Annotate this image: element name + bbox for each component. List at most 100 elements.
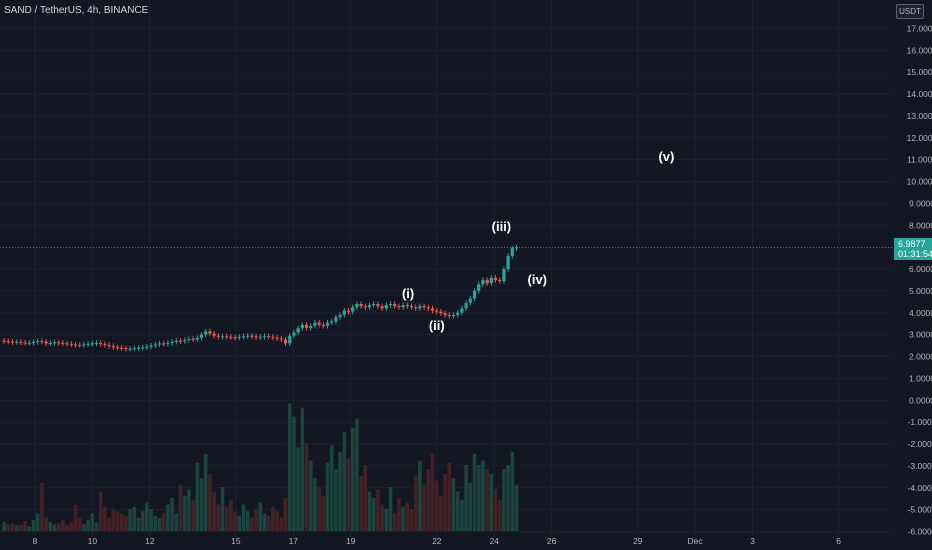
volume-bar: [511, 452, 515, 531]
volume-bar: [515, 485, 519, 531]
candle-body: [330, 322, 333, 323]
candle-body: [74, 344, 77, 345]
volume-bar: [149, 509, 153, 531]
volume-bar: [469, 483, 473, 531]
volume-bar: [494, 489, 498, 531]
volume-bar: [322, 496, 326, 531]
volume-bar: [57, 523, 61, 531]
candle-body: [196, 338, 199, 340]
volume-bar: [435, 480, 439, 531]
candle-body: [24, 343, 27, 344]
volume-bar: [380, 505, 384, 531]
candle-body: [490, 278, 493, 283]
candle-body: [313, 323, 316, 326]
candle-body: [124, 348, 127, 349]
volume-bar: [284, 498, 288, 531]
candle-body: [120, 348, 123, 349]
candle-body: [259, 337, 262, 338]
candle-body: [280, 339, 283, 340]
candle-body: [158, 343, 161, 344]
candle-body: [498, 280, 501, 281]
volume-bar: [103, 507, 107, 531]
candle-body: [28, 343, 31, 344]
volume-bar: [233, 511, 237, 531]
volume-bar: [481, 461, 485, 531]
volume-bar: [225, 507, 229, 531]
volume-bar: [212, 491, 216, 531]
candle-body: [238, 337, 241, 338]
time-tick-label: 6: [836, 536, 841, 546]
time-tick-label: 10: [88, 536, 98, 546]
price-tick-label: -5.0000: [908, 505, 932, 515]
volume-bar: [460, 500, 464, 531]
currency-badge[interactable]: USDT: [896, 4, 924, 19]
candle-body: [334, 317, 337, 321]
time-axis[interactable]: 8 10 12 15 17 19 22 24 26 29 Dec 3 6: [33, 536, 842, 546]
volume-bar: [250, 518, 254, 531]
time-tick-label: 29: [633, 536, 643, 546]
time-tick-label: 22: [432, 536, 442, 546]
volume-bar: [183, 496, 187, 531]
volume-bar: [242, 505, 246, 531]
price-tick-label: -4.0000: [908, 483, 932, 493]
candle-body: [397, 306, 400, 307]
time-tick-label: 26: [547, 536, 557, 546]
volume-bar: [7, 524, 11, 531]
candle-body: [154, 344, 157, 345]
volume-bar: [305, 443, 309, 531]
price-tick-label: -1.0000: [908, 417, 932, 427]
candle-body: [150, 346, 153, 347]
volume-bar: [418, 461, 422, 531]
volume-bar: [439, 496, 443, 531]
candle-body: [208, 331, 211, 333]
volume-bar: [19, 524, 23, 531]
price-tick-label: 4.0000: [909, 308, 932, 318]
volume-bar: [372, 498, 376, 531]
volume-bar: [44, 518, 48, 531]
candle-body: [448, 315, 451, 316]
time-tick-label: 12: [145, 536, 155, 546]
last-price-tag: 6.9877 01:31:54: [894, 238, 932, 260]
volume-bar: [343, 432, 347, 531]
candle-body: [326, 323, 329, 326]
symbol-title[interactable]: SAND / TetherUS, 4h, BINANCE: [4, 5, 148, 16]
volume-bar: [330, 445, 334, 531]
volume-bar: [36, 513, 40, 531]
volume-bar: [229, 500, 233, 531]
candle-body: [502, 269, 505, 281]
volume-bar: [385, 509, 389, 531]
volume-bar: [309, 461, 313, 531]
volume-bar: [99, 491, 103, 531]
candle-body: [477, 284, 480, 291]
candle-body: [309, 326, 312, 328]
volume-bar: [91, 513, 95, 531]
volume-bar: [431, 454, 435, 531]
candle-body: [70, 344, 73, 345]
candle-body: [465, 303, 468, 308]
volume-bar: [473, 454, 477, 531]
volume-bar: [485, 469, 489, 531]
volume-bar: [2, 522, 6, 531]
candle-body: [166, 343, 169, 344]
candle-body: [318, 323, 321, 325]
volume-bar: [376, 489, 380, 531]
volume-bar: [263, 513, 267, 531]
candle-body: [381, 306, 384, 308]
candle-body: [486, 280, 489, 283]
candle-body: [242, 336, 245, 337]
bar-countdown: 01:31:54: [898, 249, 932, 259]
price-tick-label: 8.0000: [909, 220, 932, 230]
candle-body: [19, 342, 22, 343]
candle-body: [355, 304, 358, 307]
candle-body: [414, 307, 417, 308]
candle-body: [145, 347, 148, 348]
volume-bar: [506, 465, 510, 531]
candle-body: [78, 345, 81, 346]
candle-body: [473, 291, 476, 299]
volume-bar: [187, 489, 191, 531]
